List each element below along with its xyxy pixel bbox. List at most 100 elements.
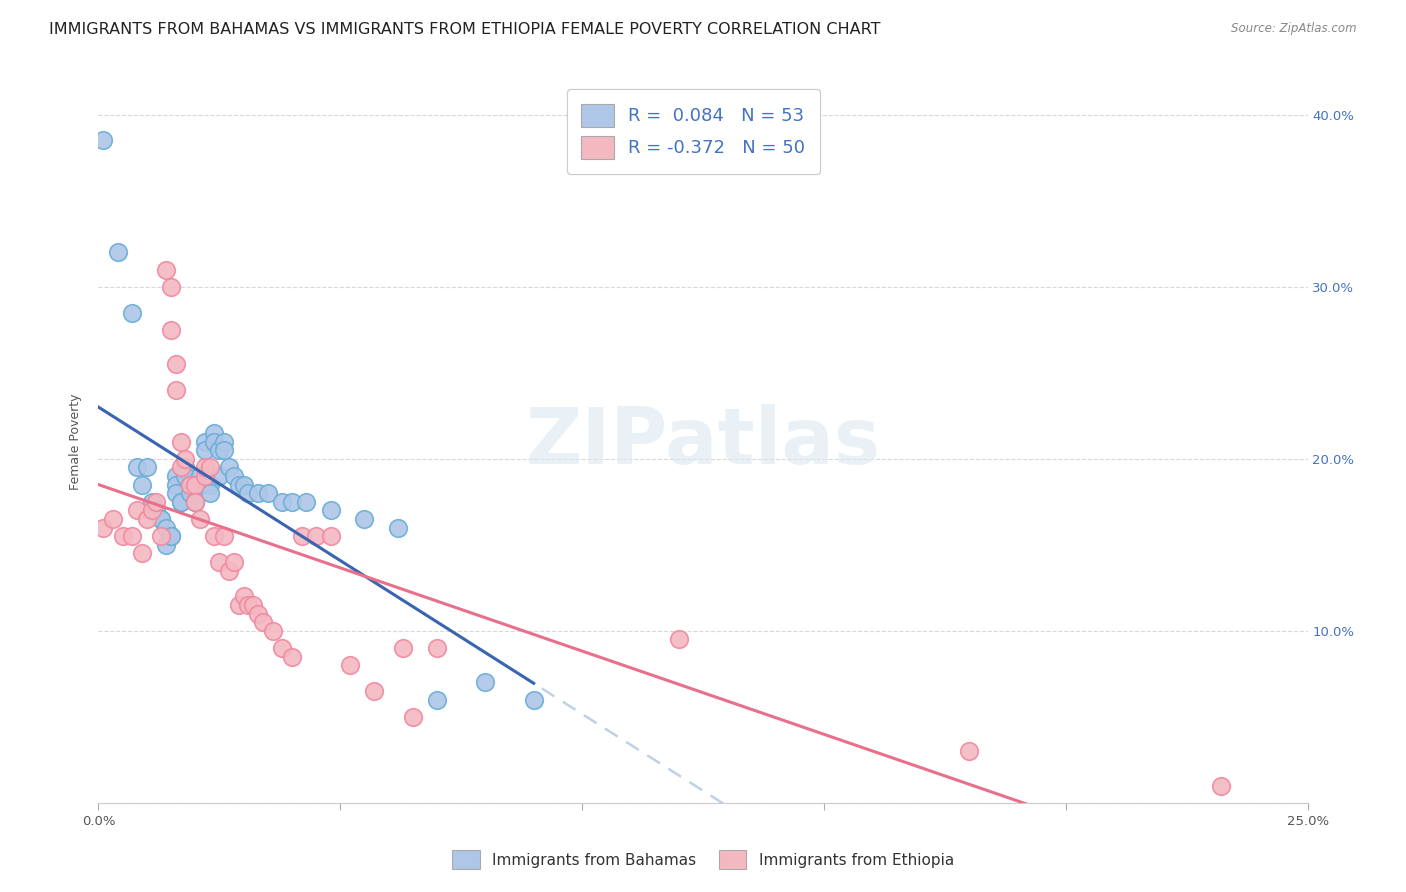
Text: ZIPatlas: ZIPatlas xyxy=(526,403,880,480)
Point xyxy=(256,486,278,500)
Point xyxy=(150,512,173,526)
Point xyxy=(184,494,207,508)
Point xyxy=(271,640,294,655)
Point xyxy=(169,494,191,508)
Point xyxy=(101,512,124,526)
Point xyxy=(319,503,342,517)
Point xyxy=(188,477,211,491)
Point xyxy=(165,469,187,483)
Point xyxy=(155,538,177,552)
Point xyxy=(194,460,217,475)
Point xyxy=(262,624,284,638)
Point xyxy=(169,460,191,475)
Point xyxy=(155,262,177,277)
Point xyxy=(281,494,304,508)
Point xyxy=(184,494,207,508)
Point xyxy=(474,675,496,690)
Point xyxy=(131,477,153,491)
Point xyxy=(169,494,191,508)
Point xyxy=(160,323,183,337)
Point xyxy=(194,443,217,458)
Point xyxy=(107,245,129,260)
Point xyxy=(174,451,197,466)
Point xyxy=(305,529,328,543)
Point xyxy=(957,744,980,758)
Point xyxy=(141,503,163,517)
Point xyxy=(145,503,167,517)
Point xyxy=(281,649,304,664)
Point xyxy=(179,477,201,491)
Point xyxy=(131,546,153,560)
Point xyxy=(91,133,114,147)
Point xyxy=(668,632,690,647)
Point xyxy=(204,425,226,440)
Point xyxy=(523,692,546,706)
Point xyxy=(426,640,449,655)
Point xyxy=(363,684,385,698)
Point xyxy=(194,434,217,449)
Point xyxy=(238,598,260,612)
Point xyxy=(179,486,201,500)
Point xyxy=(194,469,217,483)
Point xyxy=(319,529,342,543)
Point xyxy=(208,469,231,483)
Point xyxy=(222,469,245,483)
Point xyxy=(204,434,226,449)
Point xyxy=(135,460,157,475)
Point xyxy=(160,529,183,543)
Point xyxy=(174,469,197,483)
Point xyxy=(165,383,187,397)
Point xyxy=(169,434,191,449)
Point xyxy=(271,494,294,508)
Point xyxy=(127,460,149,475)
Point xyxy=(165,477,187,491)
Point xyxy=(165,486,187,500)
Point xyxy=(208,443,231,458)
Point xyxy=(91,520,114,534)
Point xyxy=(212,434,235,449)
Point xyxy=(155,520,177,534)
Point xyxy=(179,477,201,491)
Point xyxy=(212,529,235,543)
Point xyxy=(212,443,235,458)
Point xyxy=(160,279,183,293)
Point xyxy=(174,460,197,475)
Point xyxy=(353,512,375,526)
Legend: Immigrants from Bahamas, Immigrants from Ethiopia: Immigrants from Bahamas, Immigrants from… xyxy=(446,844,960,875)
Y-axis label: Female Poverty: Female Poverty xyxy=(69,393,83,490)
Point xyxy=(188,512,211,526)
Text: IMMIGRANTS FROM BAHAMAS VS IMMIGRANTS FROM ETHIOPIA FEMALE POVERTY CORRELATION C: IMMIGRANTS FROM BAHAMAS VS IMMIGRANTS FR… xyxy=(49,22,880,37)
Point xyxy=(228,598,250,612)
Point xyxy=(247,486,270,500)
Point xyxy=(232,590,254,604)
Point xyxy=(121,305,143,319)
Point xyxy=(198,460,221,475)
Point xyxy=(208,555,231,569)
Point xyxy=(392,640,415,655)
Point xyxy=(141,494,163,508)
Point xyxy=(150,529,173,543)
Point xyxy=(188,469,211,483)
Point xyxy=(135,512,157,526)
Point xyxy=(222,555,245,569)
Point xyxy=(247,607,270,621)
Point xyxy=(387,520,409,534)
Point xyxy=(127,503,149,517)
Point xyxy=(111,529,134,543)
Point xyxy=(1209,779,1232,793)
Point xyxy=(165,357,187,371)
Point xyxy=(145,494,167,508)
Point xyxy=(184,494,207,508)
Point xyxy=(232,477,254,491)
Point xyxy=(204,529,226,543)
Point xyxy=(160,529,183,543)
Point xyxy=(121,529,143,543)
Point xyxy=(228,477,250,491)
Point xyxy=(242,598,264,612)
Point xyxy=(426,692,449,706)
Point xyxy=(290,529,312,543)
Point xyxy=(252,615,274,630)
Legend: R =  0.084   N = 53, R = -0.372   N = 50: R = 0.084 N = 53, R = -0.372 N = 50 xyxy=(567,89,820,174)
Point xyxy=(218,460,240,475)
Point xyxy=(218,564,240,578)
